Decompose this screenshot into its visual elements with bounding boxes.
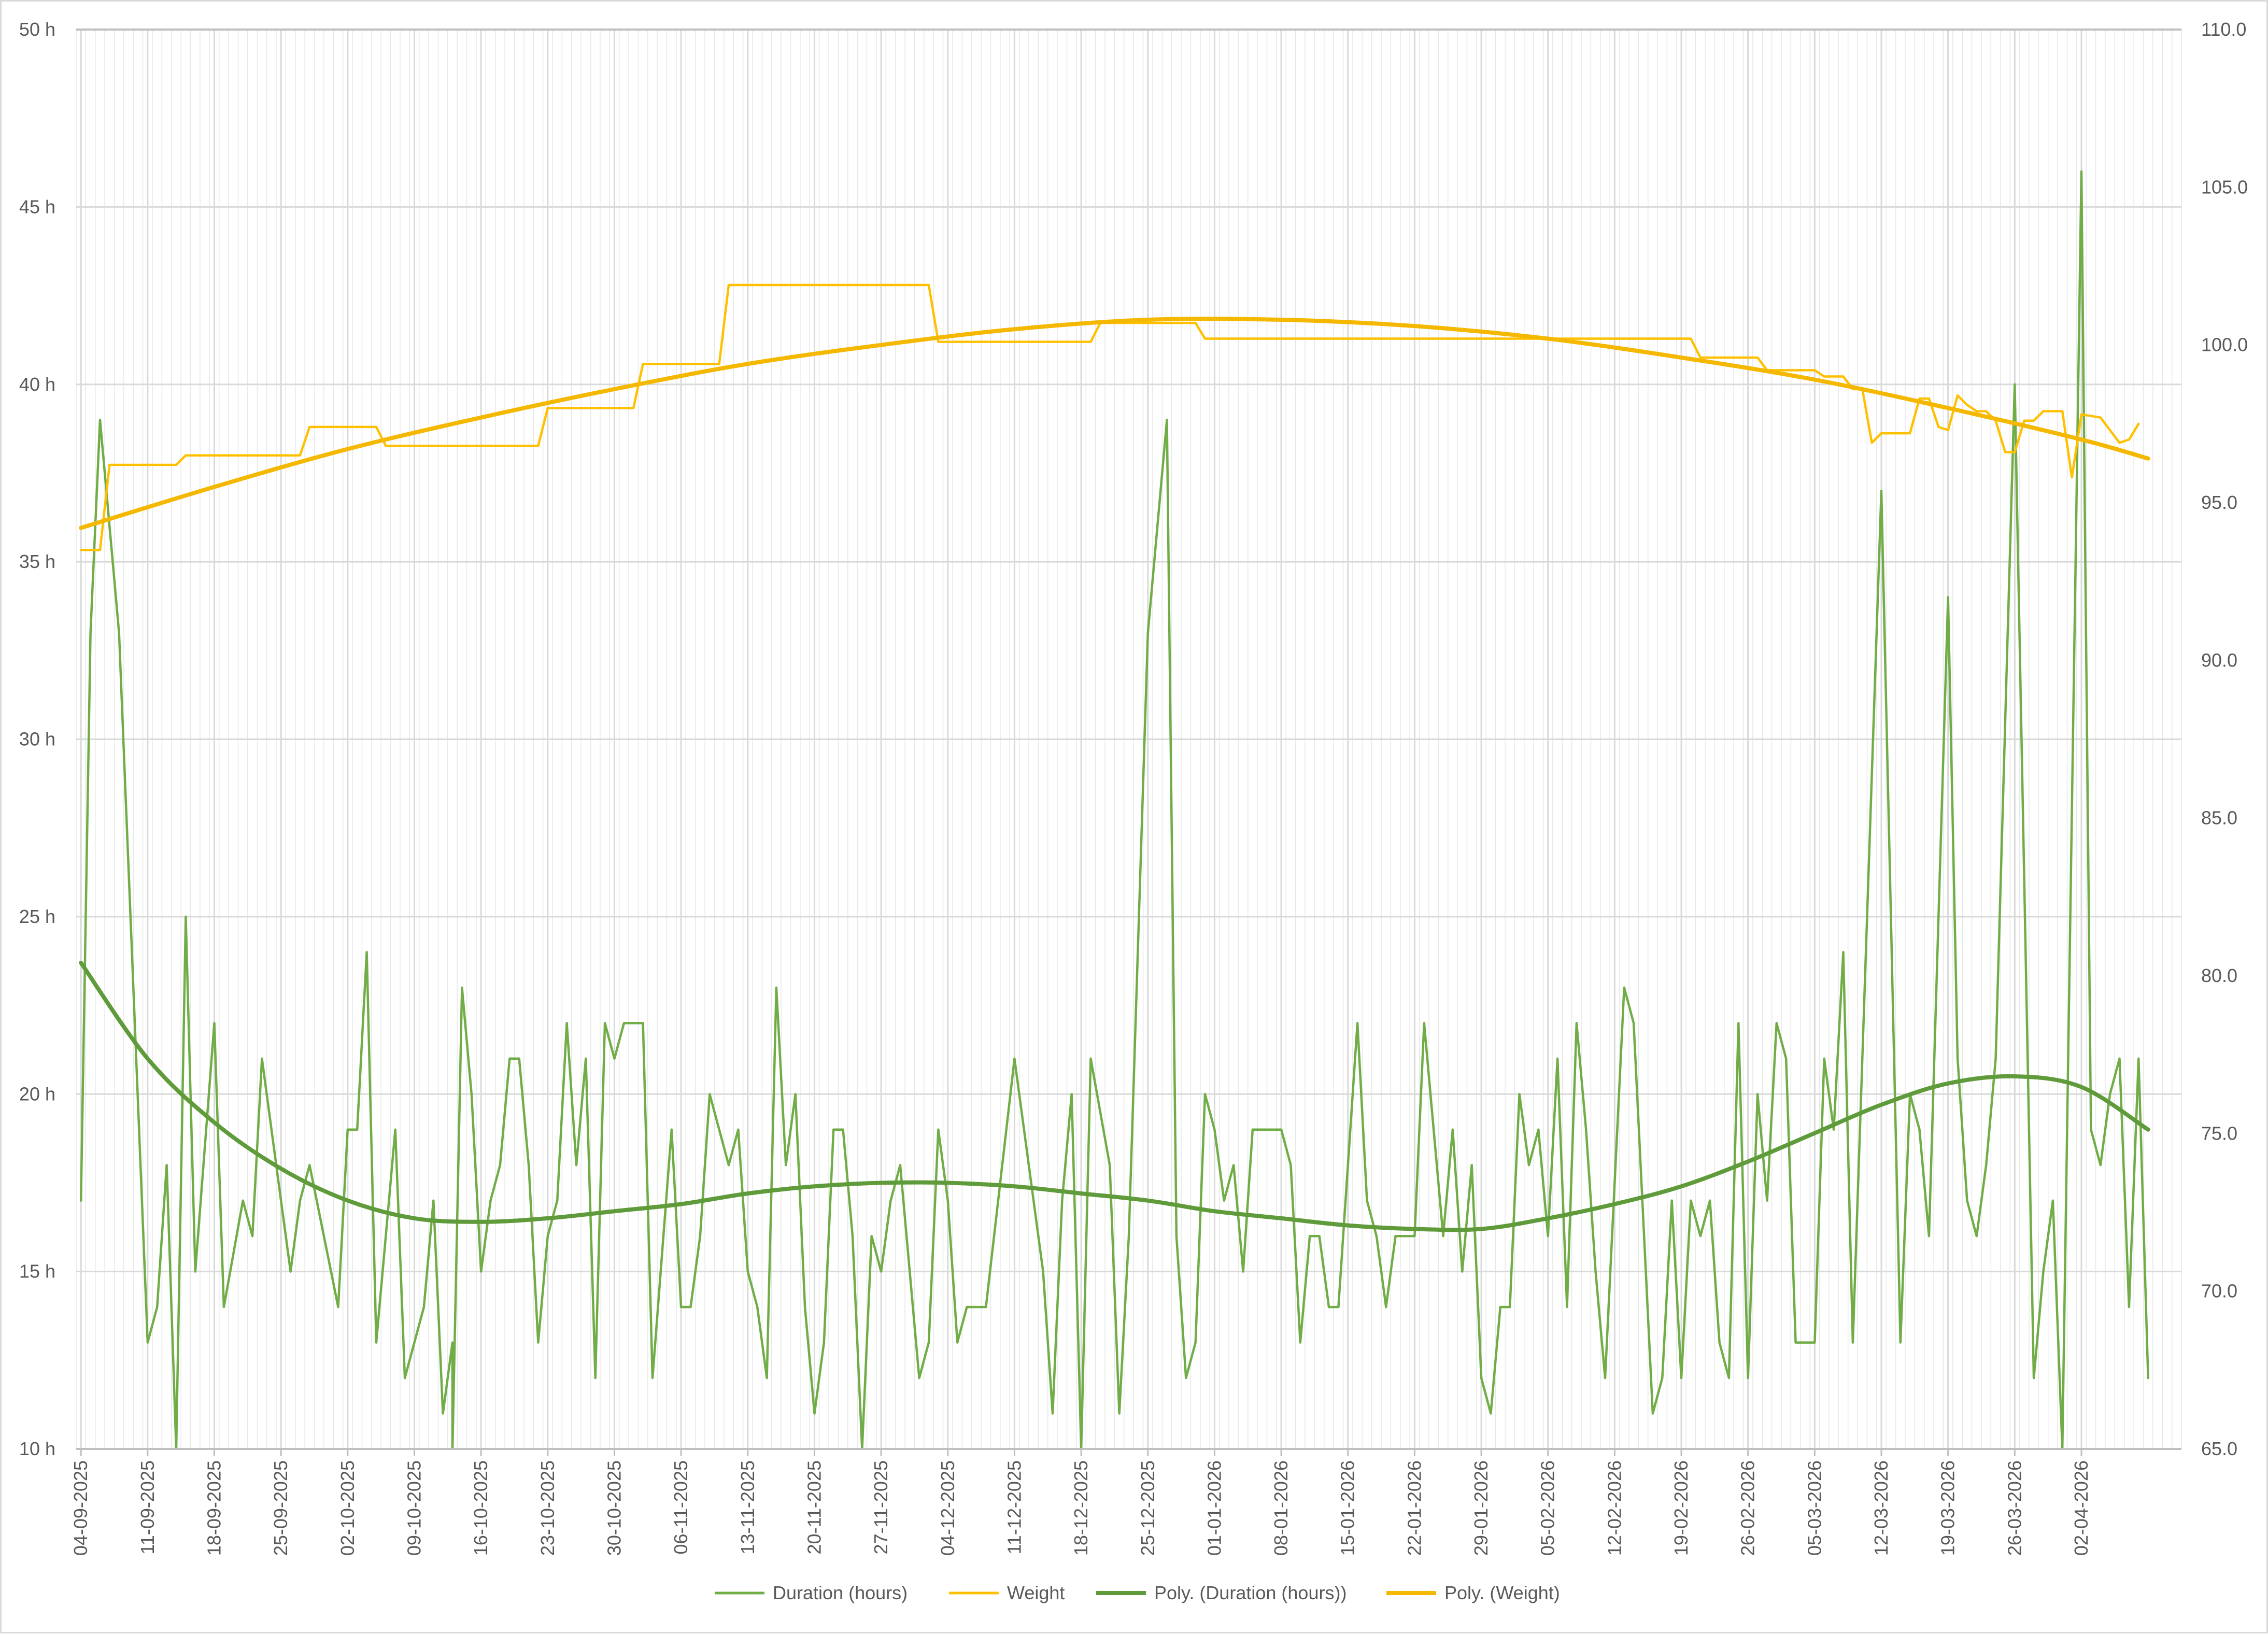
weight-series-line [79,283,2140,551]
x-tick-label: 11-12-2025 [1003,1460,1025,1554]
legend-label-4: Poly. (Weight) [1444,1582,1560,1603]
x-tick-label: 26-02-2026 [1737,1460,1759,1556]
x-tick-label: 11-09-2025 [137,1460,158,1554]
y-left-tick-label: 20 h [19,1083,55,1104]
y-left-tick-label: 50 h [19,19,55,40]
x-tick-label: 02-04-2026 [2071,1460,2092,1556]
axes-layer [76,29,2181,1456]
y-left-tick-label: 25 h [19,906,55,927]
x-tick-label: 13-11-2025 [737,1460,758,1554]
legend-label-3: Poly. (Duration (hours)) [1154,1582,1346,1603]
x-tick-label: 19-03-2026 [1937,1460,1959,1556]
left-axis-tick-labels: 10 h 15 h 20 h 25 h 30 h 35 h 40 h 45 h 50 h [19,19,55,1459]
x-tick-label: 18-09-2025 [204,1460,225,1556]
x-tick-label: 16-10-2025 [470,1460,491,1556]
y-right-tick-label: 95.0 [2201,492,2237,513]
x-tick-label: 29-01-2026 [1470,1460,1492,1556]
right-axis-tick-labels: 65.0 70.0 75.0 80.0 85.0 90.0 95.0 100.0 105.0 11… [2201,19,2248,1459]
x-tick-label: 15-01-2026 [1337,1460,1358,1556]
x-tick-label: 05-02-2026 [1537,1460,1558,1556]
series-layer [79,170,2150,1451]
x-tick-label: 12-03-2026 [1870,1460,1892,1556]
x-tick-label: 25-12-2025 [1137,1460,1158,1556]
x-tick-label: 02-10-2025 [337,1460,358,1556]
legend: Duration (hours) Weight Poly. (Duration (h… [715,1582,1560,1603]
x-tick-label: 23-10-2025 [537,1460,558,1556]
x-tick-label: 04-09-2025 [70,1460,91,1556]
x-tick-label: 12-02-2026 [1604,1460,1625,1556]
duration-series-line [79,170,2149,1451]
weight-trendline [79,317,2150,530]
y-right-tick-label: 70.0 [2201,1281,2237,1302]
legend-label-1: Duration (hours) [773,1582,908,1603]
x-tick-label: 06-11-2025 [670,1460,691,1554]
y-right-tick-label: 80.0 [2201,965,2237,986]
y-left-tick-label: 30 h [19,729,55,750]
y-left-tick-label: 40 h [19,374,55,395]
x-axis-tick-labels: 04-09-2025 11-09-2025 18-09-2025 25-09-2025… [70,1460,2092,1556]
x-tick-label: 01-01-2026 [1203,1460,1225,1556]
x-tick-label: 09-10-2025 [403,1460,424,1556]
x-tick-label: 30-10-2025 [603,1460,625,1556]
x-tick-label: 25-09-2025 [270,1460,291,1556]
y-left-tick-label: 35 h [19,551,55,572]
y-right-tick-label: 85.0 [2201,807,2237,829]
y-right-tick-label: 105.0 [2201,176,2248,197]
y-right-tick-label: 110.0 [2201,19,2246,40]
x-tick-label: 27-11-2025 [870,1460,891,1554]
y-right-tick-label: 75.0 [2201,1122,2237,1144]
y-left-tick-label: 45 h [19,196,55,217]
y-left-tick-label: 15 h [19,1261,55,1282]
x-tick-label: 19-02-2026 [1670,1460,1692,1556]
y-right-tick-label: 65.0 [2201,1438,2237,1459]
x-tick-label: 20-11-2025 [803,1460,825,1554]
legend-label-2: Weight [1007,1582,1065,1603]
duration-trendline [79,960,2150,1232]
x-tick-label: 22-01-2026 [1404,1460,1425,1556]
y-left-tick-label: 10 h [19,1438,55,1459]
y-right-tick-label: 100.0 [2201,334,2248,356]
x-tick-label: 26-03-2026 [2004,1460,2025,1556]
x-tick-label: 05-03-2026 [1804,1460,1825,1556]
x-tick-label: 04-12-2025 [937,1460,958,1556]
y-right-tick-label: 90.0 [2201,649,2237,671]
x-tick-label: 18-12-2025 [1070,1460,1092,1556]
x-tick-label: 08-01-2026 [1270,1460,1292,1556]
